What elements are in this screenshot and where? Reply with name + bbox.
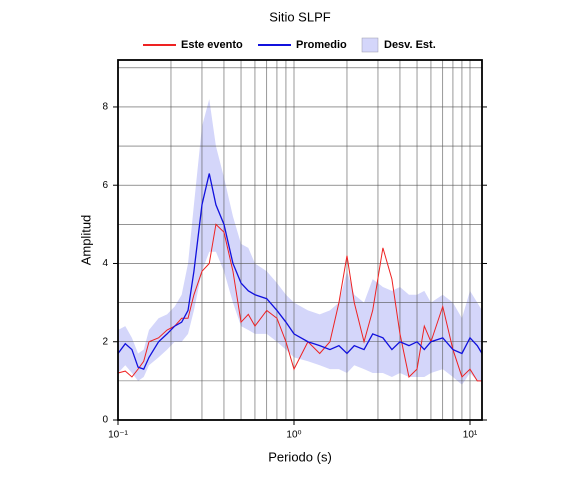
y-axis-label: Amplitud [78,215,93,266]
plot-frame [117,59,483,421]
series-line [117,173,483,370]
y-tick-label: 8 [102,102,108,113]
x-tick-label: 10⁻¹ [108,430,128,441]
y-tick-label: 2 [102,336,108,347]
legend-label: Este evento [181,39,243,51]
x-tick-label: 10¹ [463,430,478,441]
chart-title: Sitio SLPF [269,9,330,24]
legend-label: Promedio [296,39,347,51]
x-tick-label: 10⁰ [286,430,301,441]
y-tick-label: 6 [102,180,108,191]
legend-swatch [361,37,379,53]
y-tick-label: 4 [102,258,108,269]
legend-label: Desv. Est. [384,39,436,51]
y-tick-label: 0 [102,415,108,426]
std-band [118,99,482,385]
x-axis-label: Periodo (s) [268,449,332,464]
series-line [117,223,482,382]
